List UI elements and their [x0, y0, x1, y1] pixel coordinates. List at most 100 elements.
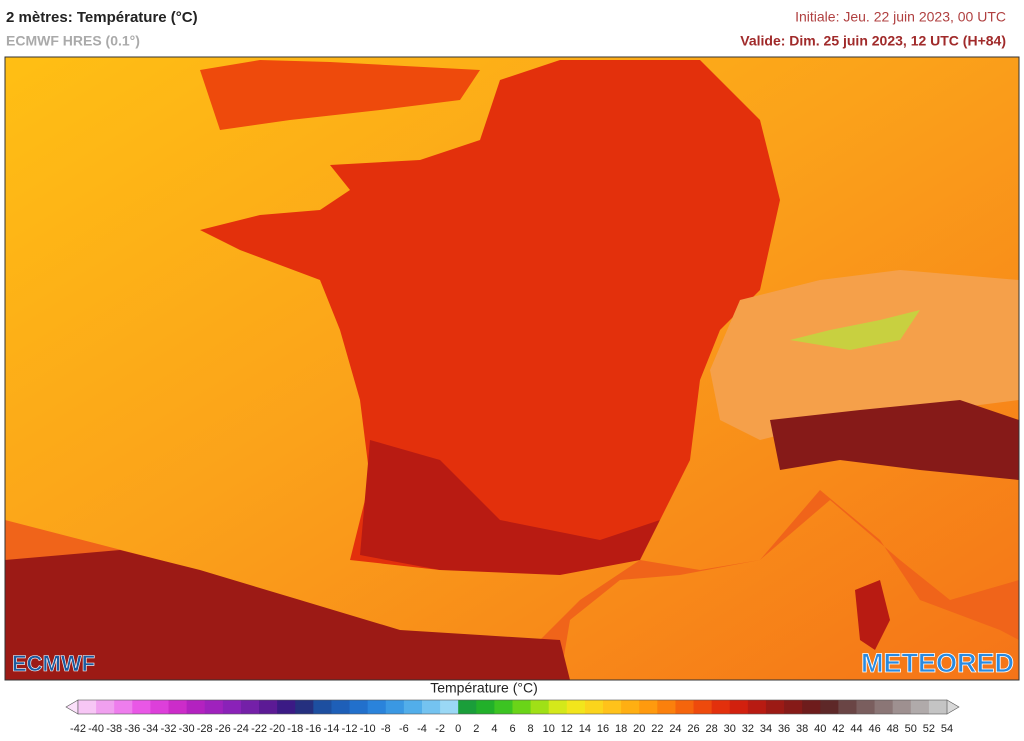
colorbar-tick-label: -14 — [324, 723, 340, 735]
colorbar-segment — [530, 700, 550, 714]
hot-iberia — [5, 550, 570, 680]
colorbar-segment — [512, 700, 532, 714]
valid-time: Valide: Dim. 25 juin 2023, 12 UTC (H+84) — [740, 33, 1006, 49]
colorbar-tick-label: -26 — [215, 723, 231, 735]
colorbar-tick-label: -10 — [360, 723, 376, 735]
map — [5, 57, 1019, 680]
colorbar-segment — [186, 700, 206, 714]
colorbar-tick-label: 34 — [760, 723, 772, 735]
colorbar-tick-label: 6 — [509, 723, 515, 735]
colorbar-tick-label: -12 — [342, 723, 358, 735]
colorbar-tick-label: 16 — [597, 723, 609, 735]
england — [200, 60, 480, 130]
colorbar-tick-label: 0 — [455, 723, 461, 735]
colorbar-tick-label: 40 — [814, 723, 826, 735]
colorbar-segment — [693, 700, 713, 714]
colorbar-segment — [494, 700, 513, 714]
alps — [710, 270, 1019, 440]
colorbar-tick-label: 24 — [669, 723, 681, 735]
colorbar-tick-label: 18 — [615, 723, 627, 735]
colorbar-tick-label: -30 — [179, 723, 195, 735]
map-frame — [4, 56, 1020, 681]
colorbar-segment — [657, 700, 676, 714]
alps-high — [790, 310, 920, 350]
colorbar-tick-label: 36 — [778, 723, 790, 735]
colorbar-segment — [548, 700, 568, 714]
colorbar-tick-label: 20 — [633, 723, 645, 735]
colorbar-segment — [874, 700, 894, 714]
colorbar-segment — [204, 700, 224, 714]
map-title: 2 mètres: Température (°C) — [6, 9, 198, 26]
colorbar-segment — [802, 700, 821, 714]
colorbar-segment — [910, 700, 930, 714]
colorbar-segment — [78, 700, 97, 714]
colorbar-segment — [367, 700, 387, 714]
colorbar-segment — [603, 700, 622, 714]
colorbar-segment — [385, 700, 405, 714]
hot-southwest — [360, 440, 660, 575]
colorbar-segment — [711, 700, 731, 714]
colorbar-segment — [476, 700, 495, 714]
colorbar-segment — [403, 700, 423, 714]
colorbar-tick-label: 52 — [923, 723, 935, 735]
colorbar-tick-label: -24 — [233, 723, 249, 735]
colorbar-segment — [114, 700, 133, 714]
colorbar-under — [65, 699, 79, 715]
po-valley — [770, 400, 1019, 480]
colorbar-frame — [77, 699, 948, 715]
colorbar-tick-label: 4 — [491, 723, 497, 735]
colorbar-tick-label: 10 — [543, 723, 555, 735]
colorbar-tick-label: -18 — [287, 723, 303, 735]
colorbar-tick-label: -20 — [269, 723, 285, 735]
colorbar-tick-label: 22 — [651, 723, 663, 735]
colorbar-tick-label: 48 — [887, 723, 899, 735]
colorbar-tick-label: -6 — [399, 723, 409, 735]
colorbar-segment — [765, 700, 785, 714]
colorbar-tick-label: 42 — [832, 723, 844, 735]
colorbar-segment — [584, 700, 604, 714]
colorbar: -42 -40 -38 -36 -34 -32 -30 -28 -26 -24 -22 -20 -18-… — [65, 699, 960, 735]
colorbar-segment — [313, 700, 332, 714]
colorbar-tick-label: -8 — [381, 723, 391, 735]
colorbar-tick-label: 38 — [796, 723, 808, 735]
colorbar-tick-label: 30 — [724, 723, 736, 735]
colorbar-tick-label: -28 — [197, 723, 213, 735]
colorbar-segment — [132, 700, 151, 714]
colorbar-tick-label: -42 — [70, 723, 86, 735]
colorbar-segment — [820, 700, 839, 714]
colorbar-tick-label: -34 — [142, 723, 158, 735]
colorbar-tick-label: 26 — [687, 723, 699, 735]
colorbar-segment — [222, 700, 242, 714]
colorbar-segment — [838, 700, 857, 714]
colorbar-segment — [168, 700, 188, 714]
corsica — [855, 580, 890, 650]
colorbar-segment — [421, 700, 441, 714]
colorbar-segment — [928, 700, 948, 714]
colorbar-tick-label: -38 — [106, 723, 122, 735]
init-time: Initiale: Jeu. 22 juin 2023, 00 UTC — [795, 9, 1006, 25]
colorbar-segment — [458, 700, 477, 714]
colorbar-tick-label: -40 — [88, 723, 104, 735]
colorbar-tick-label: 28 — [706, 723, 718, 735]
colorbar-over — [946, 699, 960, 715]
land-france — [200, 60, 780, 570]
colorbar-segment — [621, 700, 640, 714]
colorbar-segment — [259, 700, 278, 714]
colorbar-segment — [892, 700, 912, 714]
colorbar-tick-label: 14 — [579, 723, 591, 735]
meteored-logo: METEORED — [861, 648, 1014, 678]
colorbar-tick-label: -2 — [435, 723, 445, 735]
colorbar-tick-label: -22 — [251, 723, 267, 735]
colorbar-segment — [277, 700, 296, 714]
colorbar-tick-label: 2 — [473, 723, 479, 735]
colorbar-segment — [784, 700, 803, 714]
colorbar-tick-label: 46 — [868, 723, 880, 735]
colorbar-segment — [639, 700, 658, 714]
colorbar-segment — [150, 700, 170, 714]
colorbar-segment — [331, 700, 351, 714]
colorbar-tick-label: 32 — [742, 723, 754, 735]
colorbar-segment — [240, 700, 260, 714]
colorbar-tick-label: 54 — [941, 723, 953, 735]
colorbar-segment — [440, 700, 459, 714]
